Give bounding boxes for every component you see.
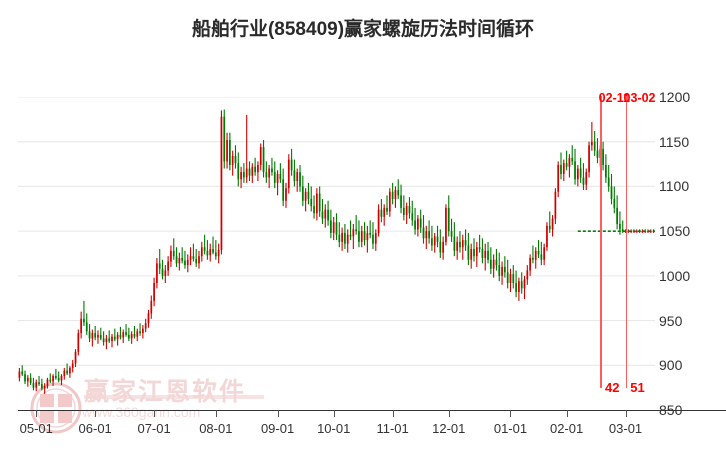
x-axis-label: 06-01 [78,421,112,436]
x-axis-label: 09-01 [260,421,295,436]
y-axis-label: 950 [659,312,683,329]
y-axis-label: 900 [659,357,683,374]
cycle-date-label: 03-02 [623,91,656,105]
x-axis-tick [625,410,627,417]
x-axis-label: 12-01 [432,421,466,436]
y-axis-label: 1200 [659,89,691,105]
cycle-date-label: 02-11 [598,91,630,105]
y-axis-label: 1000 [659,267,691,284]
page-title: 船舶行业(858409)赢家螺旋历法时间循环 [191,19,535,40]
cycle-vertical-line[interactable] [600,96,602,388]
x-axis-label: 11-01 [376,421,409,436]
cycle-count-label: 51 [630,380,645,395]
x-axis-tick [95,410,97,417]
x-axis-tick [154,410,156,417]
y-axis-label: 1100 [659,178,690,195]
x-axis-line [18,410,726,411]
cycle-count-label: 42 [605,380,620,395]
gridlines [18,97,655,366]
x-axis-tick [215,410,217,417]
x-axis-label: 03-01 [608,421,643,436]
x-axis-tick [392,410,394,417]
x-axis-label: 07-01 [137,421,171,436]
x-axis-label: 10-01 [317,421,351,436]
x-axis-label: 01-01 [493,421,528,436]
x-axis-label: 08-01 [199,421,233,436]
cycle-vertical-line[interactable] [625,96,627,388]
x-axis-tick [277,410,279,417]
x-axis-label: 02-01 [549,421,584,436]
y-axis-label: 1150 [659,133,690,150]
x-axis-tick [36,410,38,417]
x-axis-tick [510,410,512,417]
x-axis-label: 05-01 [19,421,53,436]
price-chart-plot [18,97,655,410]
x-axis-tick [448,410,450,417]
x-axis-tick [333,410,335,417]
candlestick-series [18,109,655,394]
x-axis-tick [566,410,568,417]
y-axis-label: 1050 [659,223,691,240]
candlestick-svg [18,97,655,394]
